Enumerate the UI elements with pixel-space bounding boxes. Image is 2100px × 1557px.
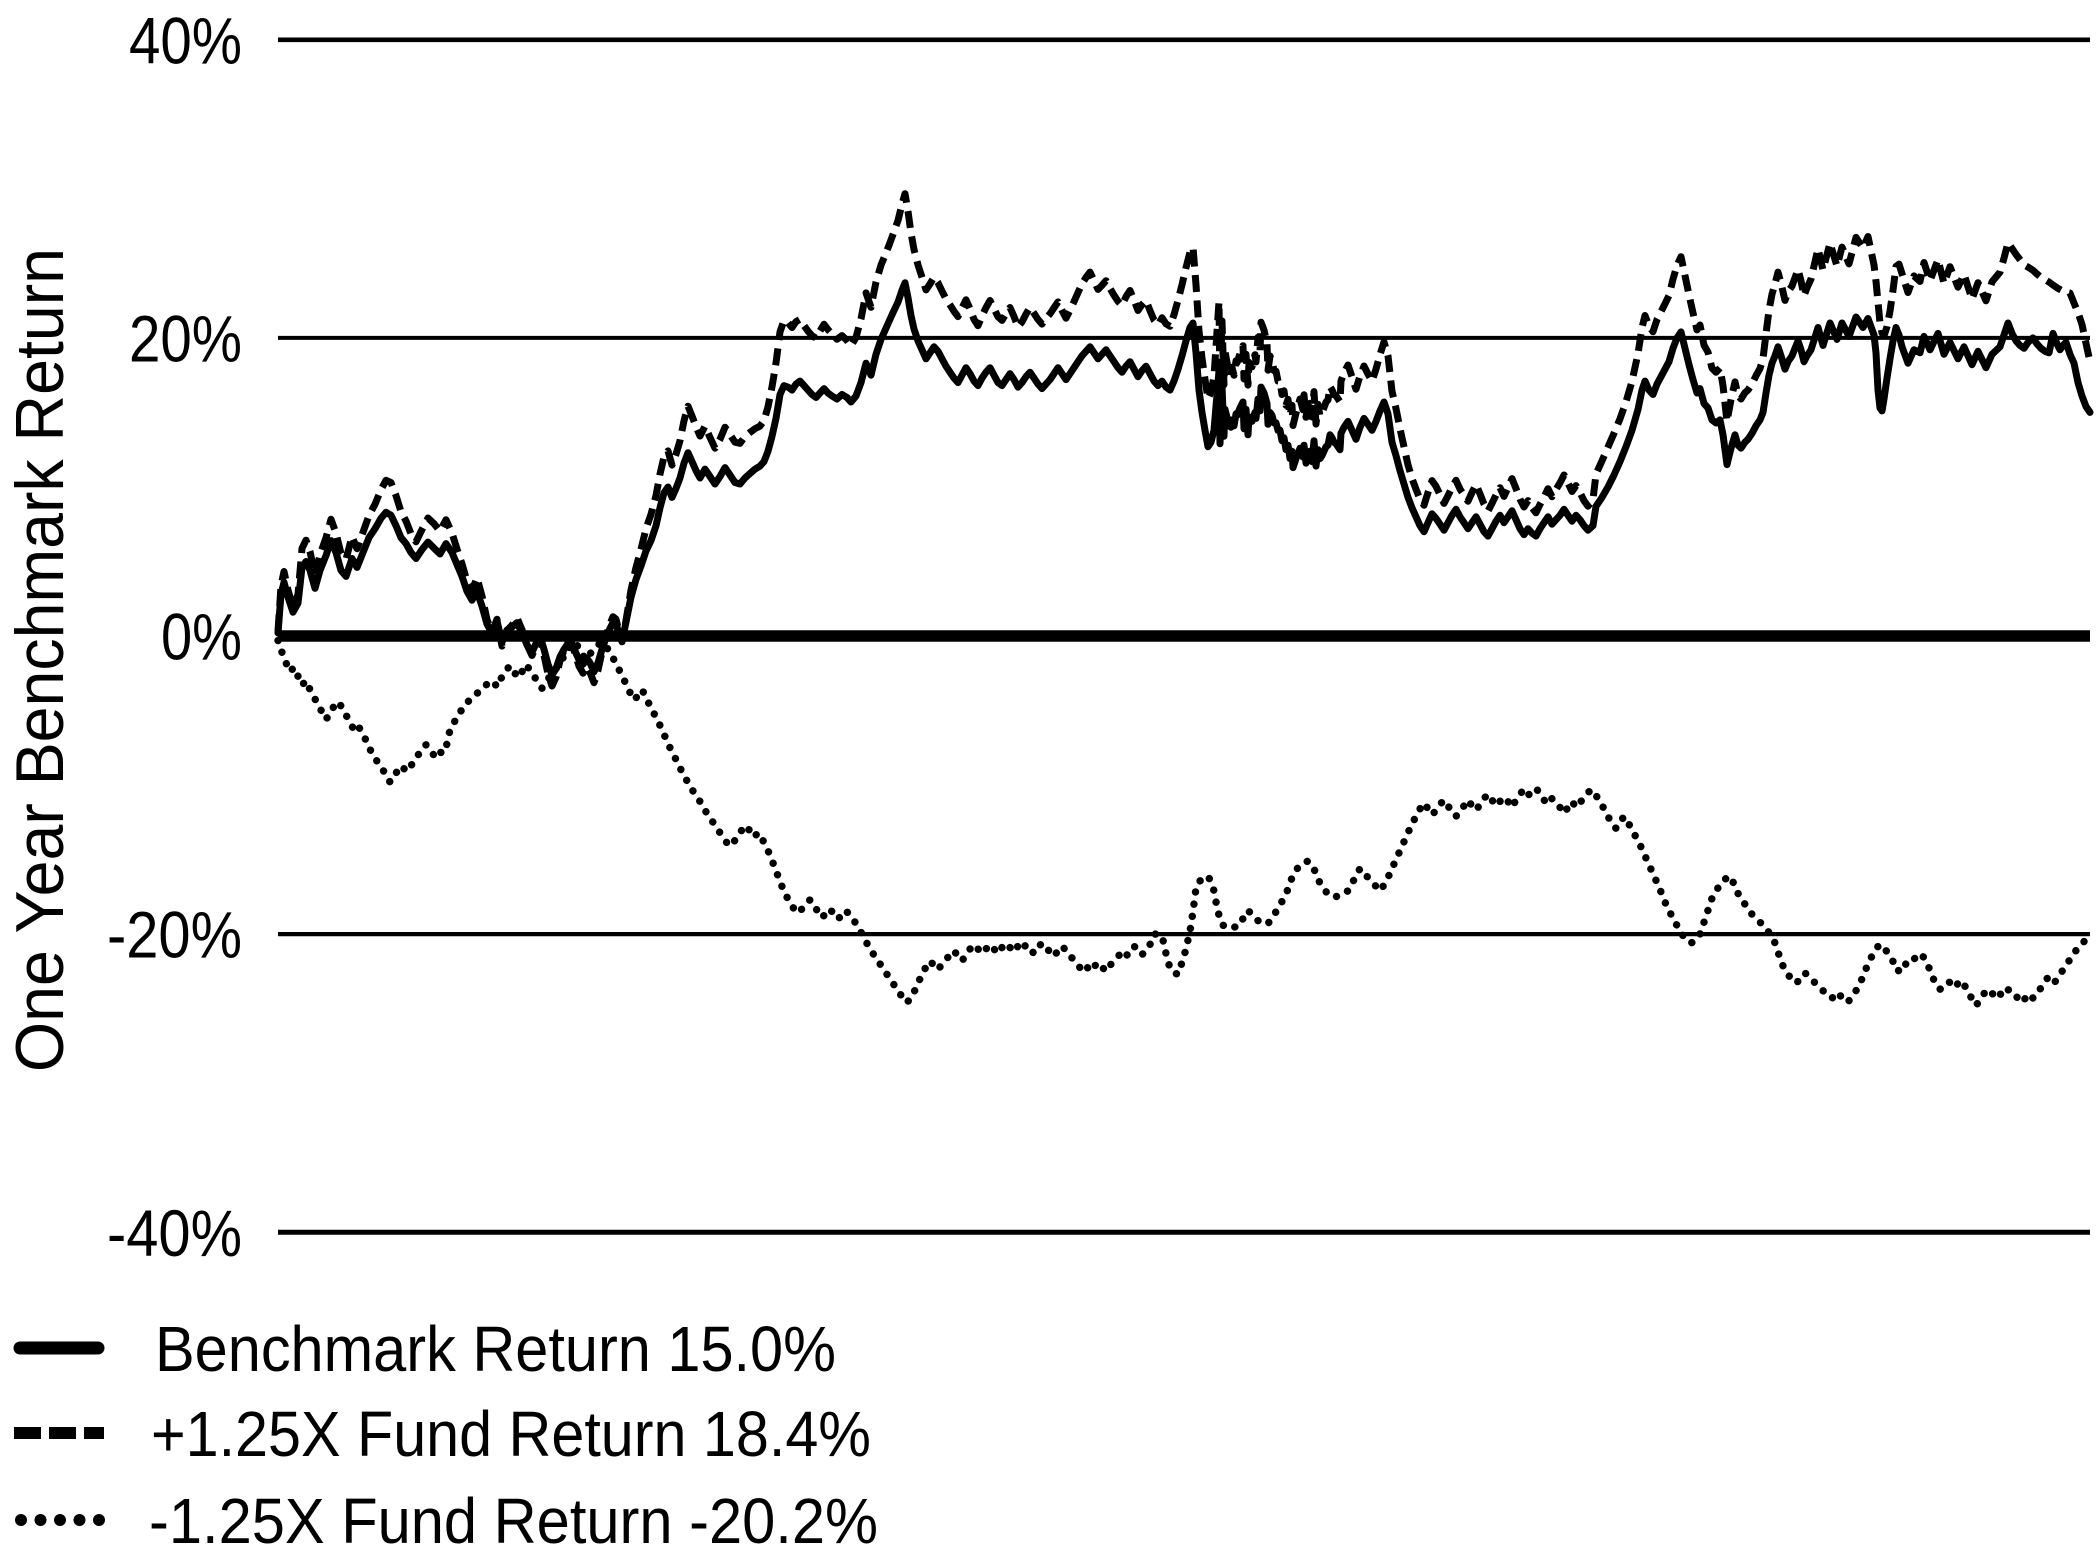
svg-text:40%: 40%: [129, 3, 242, 77]
svg-text:Benchmark Return 15.0%: Benchmark Return 15.0%: [155, 1313, 836, 1385]
svg-text:+1.25X Fund Return 18.4%: +1.25X Fund Return 18.4%: [151, 1398, 871, 1470]
svg-text:One Year Benchmark Return: One Year Benchmark Return: [2, 248, 78, 1072]
svg-text:-1.25X Fund Return -20.2%: -1.25X Fund Return -20.2%: [149, 1485, 878, 1552]
svg-text:20%: 20%: [129, 302, 242, 376]
svg-text:0%: 0%: [161, 600, 242, 674]
svg-text:-20%: -20%: [107, 898, 242, 972]
svg-text:-40%: -40%: [107, 1196, 242, 1270]
